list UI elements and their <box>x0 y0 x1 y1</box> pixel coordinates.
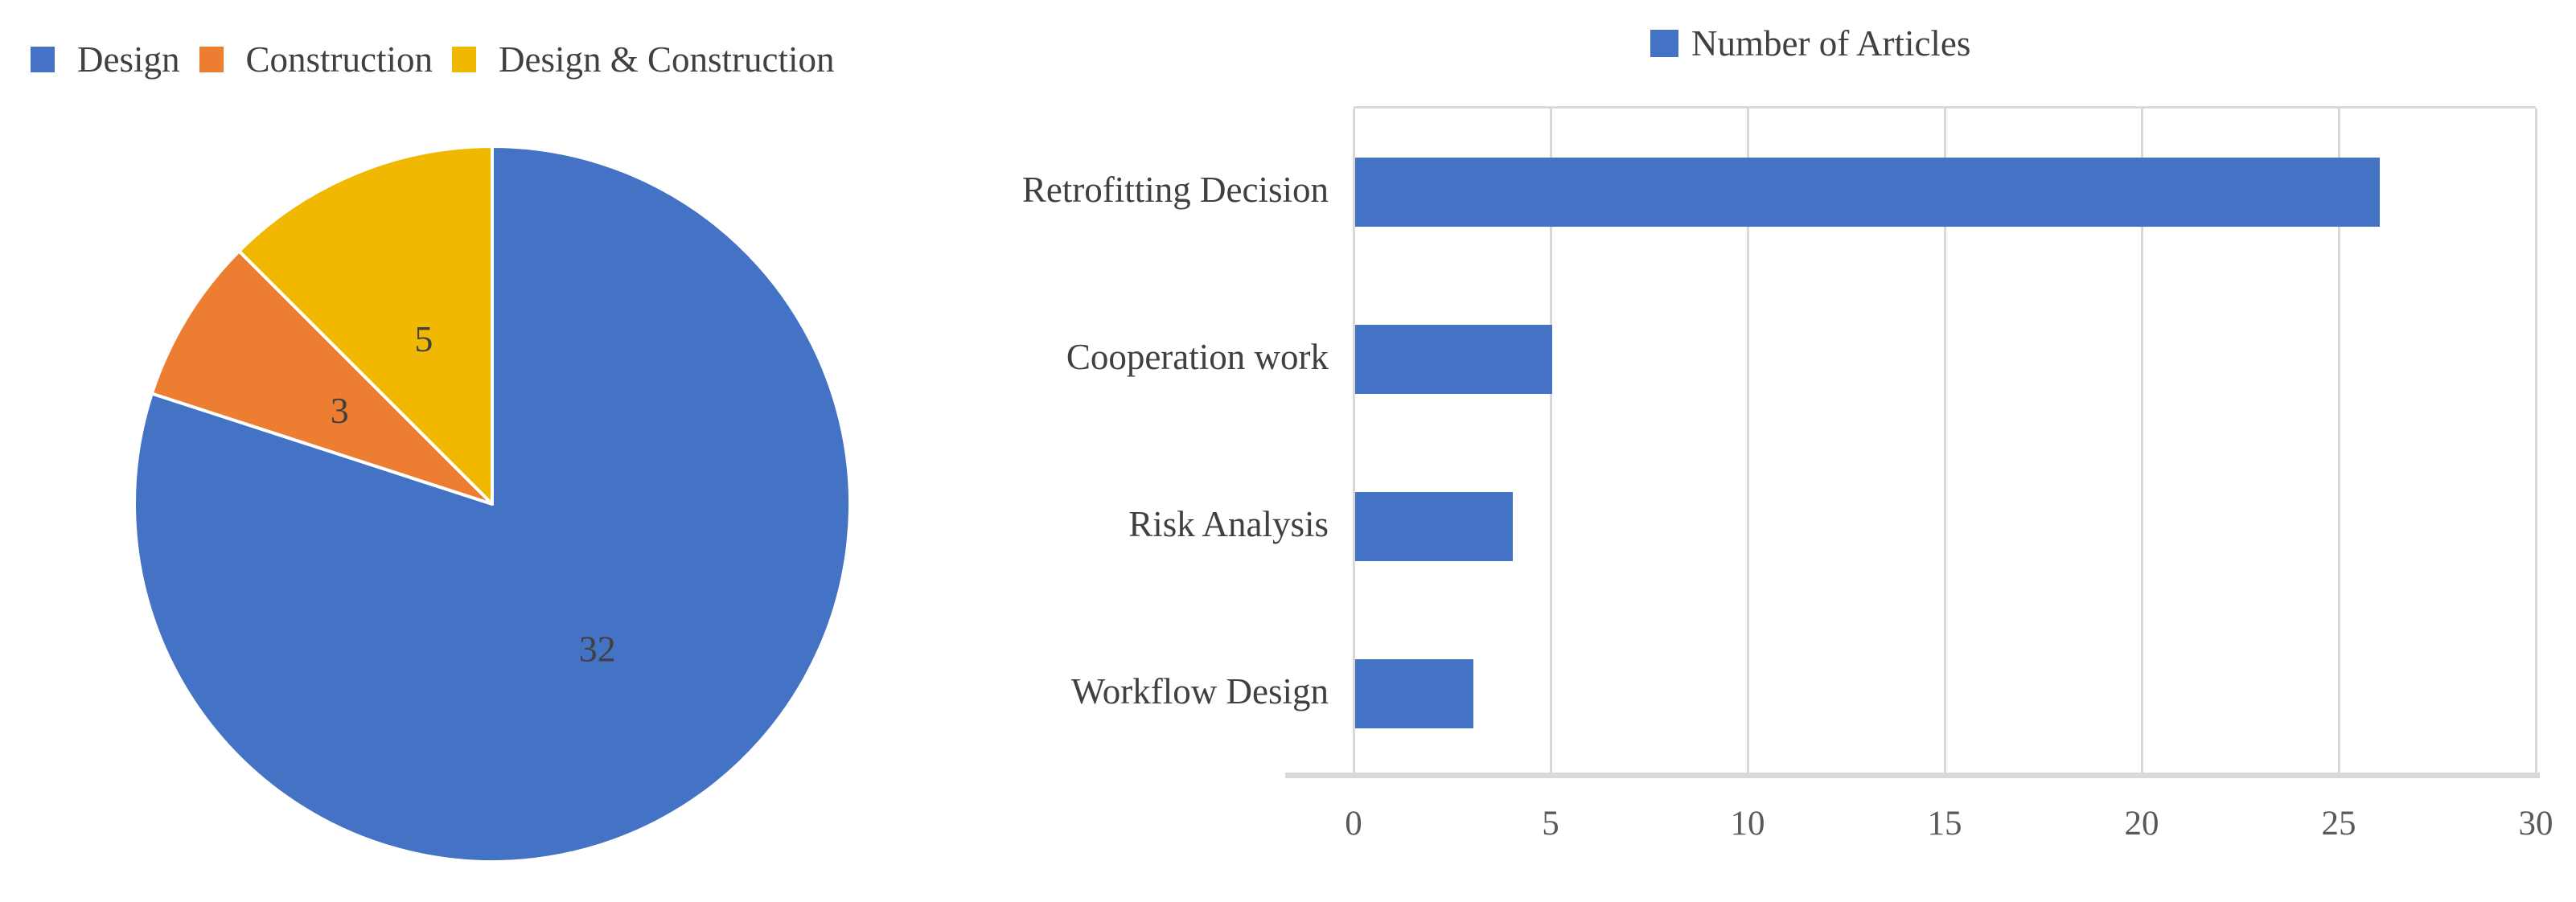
x-tick-label-15: 15 <box>1927 805 1962 843</box>
x-tick-label-5: 5 <box>1542 805 1559 843</box>
x-tick-label-20: 20 <box>2124 805 2159 843</box>
pie-slice-construction <box>150 249 494 506</box>
gridline-x-0 <box>1352 109 1355 777</box>
category-label-retrofitting-decision: Retrofitting Decision <box>1021 170 1329 210</box>
x-tick-label-0: 0 <box>1345 805 1362 843</box>
category-label-cooperation-work: Cooperation work <box>1066 337 1329 377</box>
bar-cooperation-work <box>1355 325 1552 394</box>
legend-swatch-construction <box>199 47 224 72</box>
gridline-x-30 <box>2534 109 2537 777</box>
pie-legend: Design Construction Design & Construction <box>31 37 834 82</box>
gridline-x-25 <box>2337 109 2340 777</box>
legend-item-design-construction: Design & Construction <box>452 39 834 80</box>
legend-swatch <box>1650 30 1678 57</box>
x-tick-label-30: 30 <box>2518 805 2553 843</box>
bar-retrofitting-decision <box>1355 158 2380 227</box>
gridline-x-10 <box>1746 109 1749 777</box>
category-label-risk-analysis: Risk Analysis <box>1128 504 1329 544</box>
x-tick-label-25: 25 <box>2321 805 2356 843</box>
gridline-x-15 <box>1943 109 1946 777</box>
x-axis-line <box>1285 773 2540 778</box>
legend-swatch-design-construction <box>452 47 476 72</box>
legend-swatch-design <box>31 47 55 72</box>
legend-item-construction: Construction <box>199 39 433 80</box>
gridline-x-5 <box>1549 109 1552 777</box>
pie-data-label-design: 32 <box>579 629 616 670</box>
pie-plot: 32 3 5 <box>133 145 853 863</box>
pie-data-label-design-construction: 5 <box>414 318 433 359</box>
category-label-workflow-design: Workflow Design <box>1070 671 1329 711</box>
bar-workflow-design <box>1355 659 1473 728</box>
legend-label: Number of Articles <box>1691 23 1971 64</box>
bar-legend: Number of Articles <box>1650 23 1970 64</box>
bar-risk-analysis <box>1355 492 1513 561</box>
gridline-x-20 <box>2140 109 2143 777</box>
pie-slice-design-construction <box>237 145 494 506</box>
legend-label-design: Design <box>77 39 180 80</box>
legend-item-design: Design <box>31 39 180 80</box>
legend-label-construction: Construction <box>245 39 433 80</box>
x-tick-label-10: 10 <box>1730 805 1765 843</box>
legend-label-design-construction: Design & Construction <box>499 39 835 80</box>
pie-data-label-construction: 3 <box>331 390 349 431</box>
bar-plot-area <box>1352 106 2537 777</box>
